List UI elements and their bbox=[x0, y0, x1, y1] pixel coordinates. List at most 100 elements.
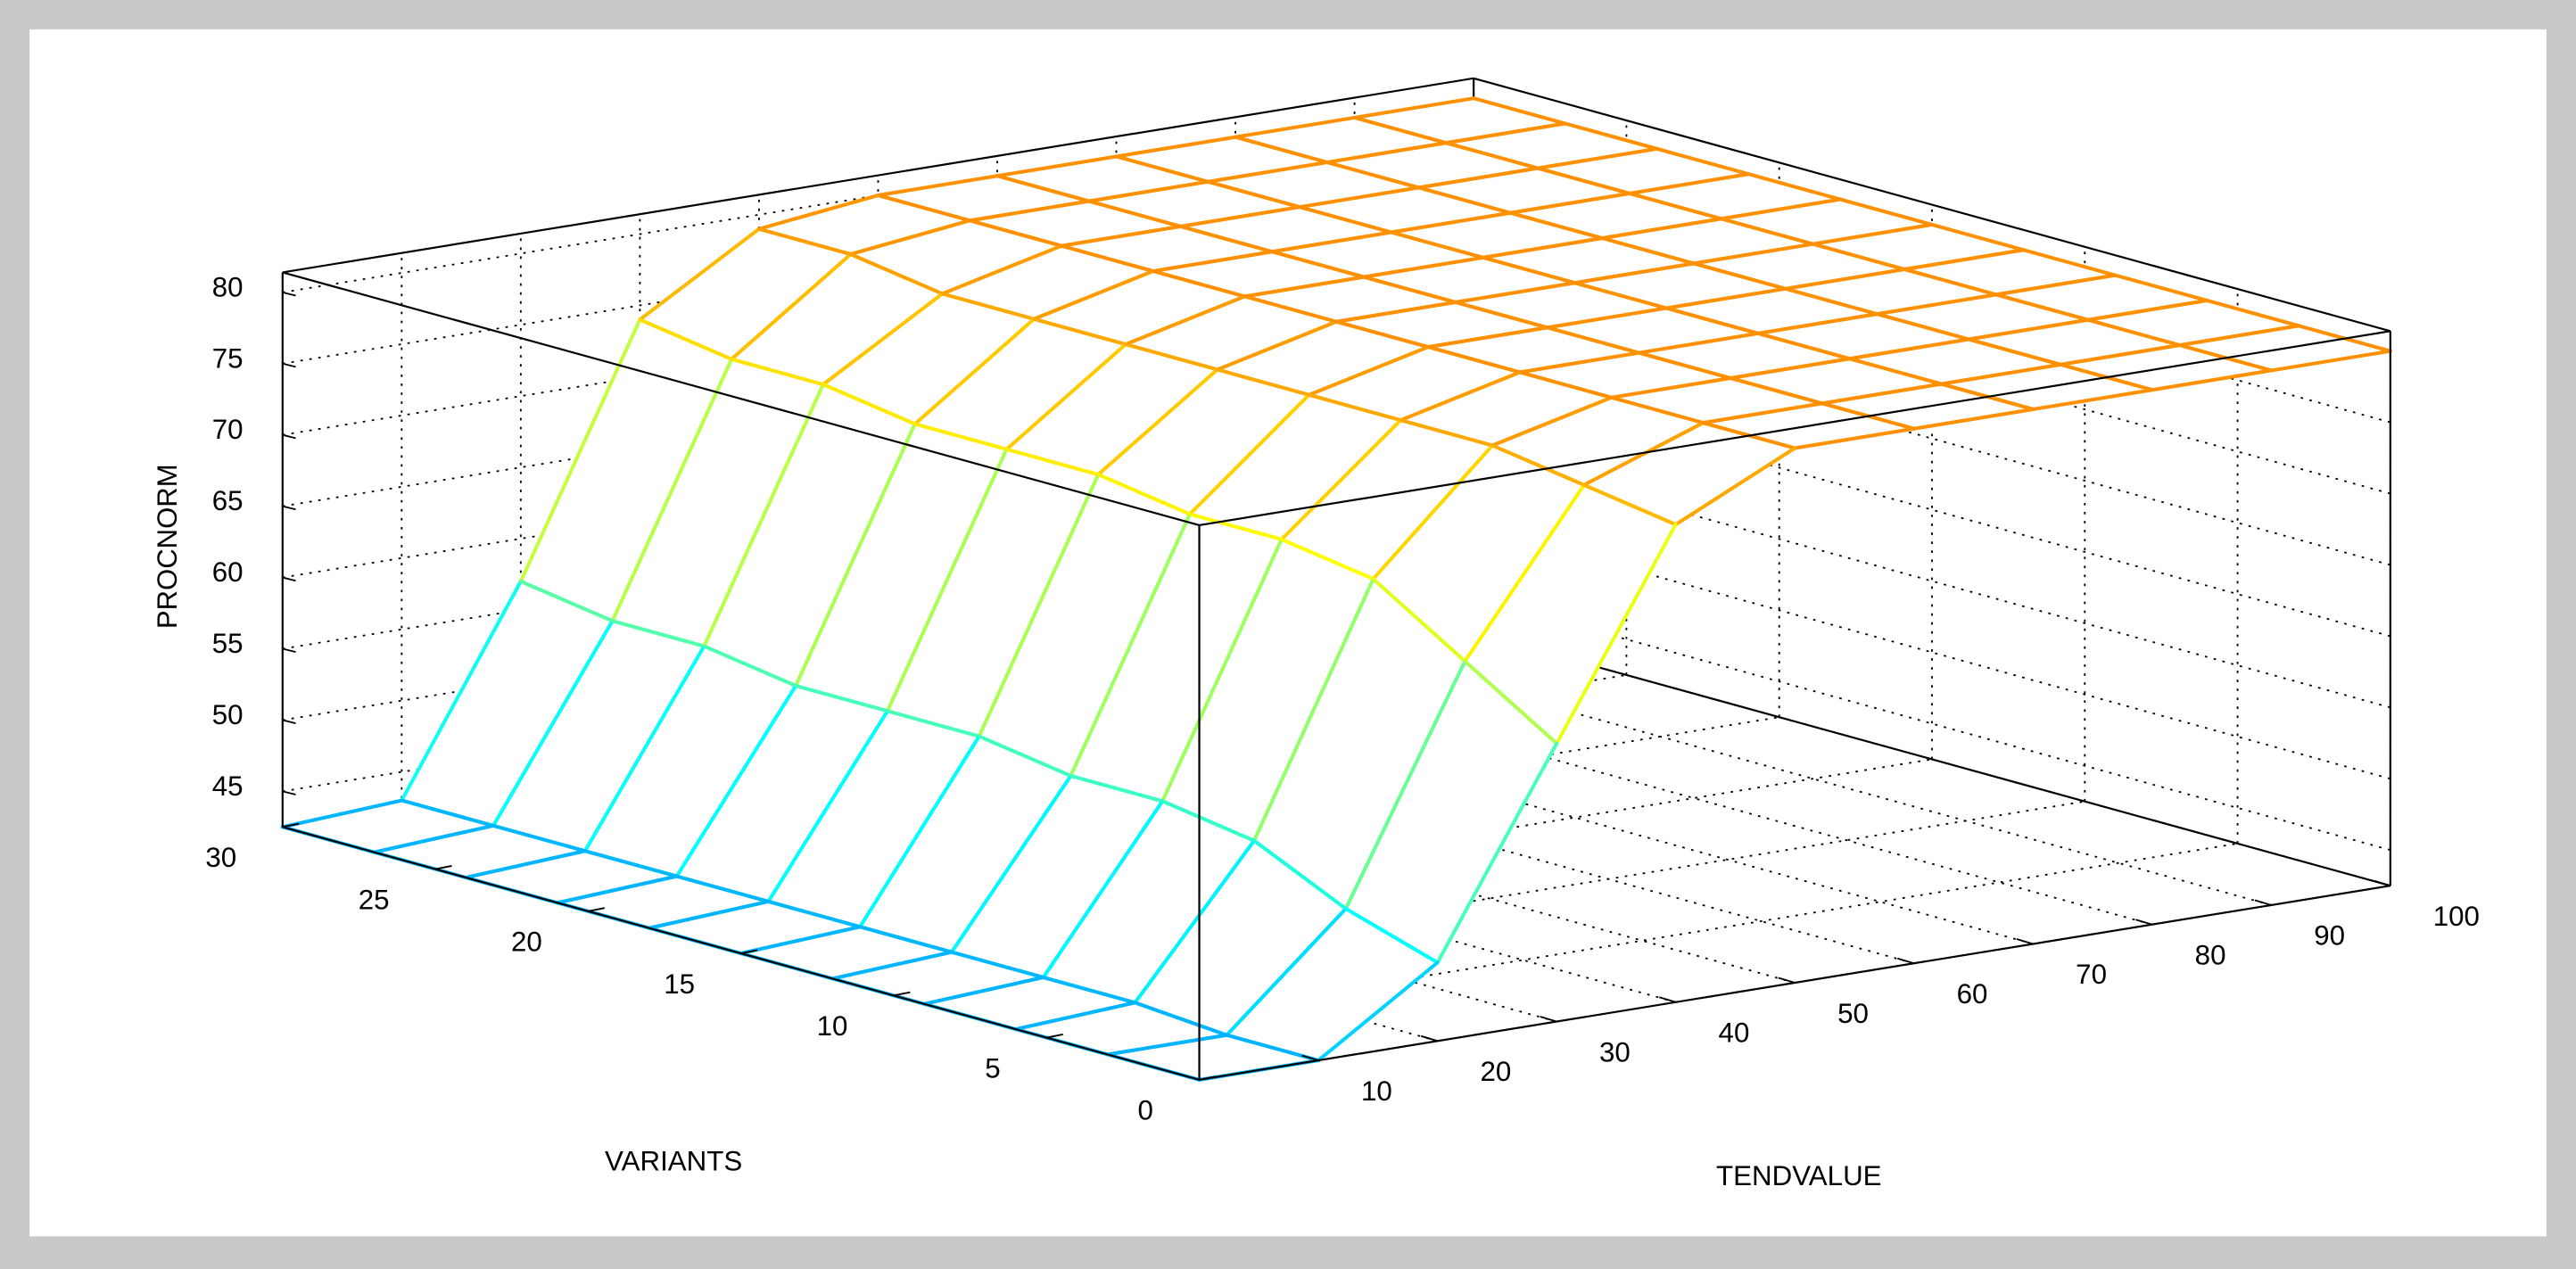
mesh-edge bbox=[1719, 217, 1815, 246]
mesh-edge bbox=[995, 154, 1119, 178]
mesh-edge bbox=[610, 619, 706, 648]
z-tick-label: 50 bbox=[212, 699, 244, 730]
mesh-face bbox=[1034, 271, 1245, 345]
mesh-edge bbox=[1399, 370, 1522, 423]
z-tick-label: 80 bbox=[212, 271, 244, 302]
mesh-edge bbox=[1160, 537, 1284, 803]
mesh-edge bbox=[2205, 298, 2301, 328]
mesh-edge bbox=[1133, 1001, 1229, 1037]
mesh-face bbox=[1070, 514, 1282, 802]
z-axis-label: PROCNORM bbox=[152, 464, 183, 629]
mesh-edge bbox=[400, 579, 523, 803]
mesh-face bbox=[584, 646, 797, 877]
mesh-edge bbox=[1444, 141, 1540, 170]
mesh-edge bbox=[1234, 135, 1329, 165]
grid-line bbox=[282, 169, 1474, 365]
mesh-edge bbox=[1755, 312, 1879, 335]
mesh-edge bbox=[1875, 293, 1999, 317]
mesh-edge bbox=[1627, 191, 1723, 221]
mesh-edge bbox=[1691, 261, 1788, 291]
box-edge bbox=[1473, 631, 2391, 887]
mesh-edge bbox=[1426, 325, 1549, 350]
y-tick bbox=[1540, 1016, 1557, 1023]
mesh-edge bbox=[1435, 741, 1559, 965]
mesh-edge bbox=[674, 684, 798, 878]
mesh-edge bbox=[2031, 388, 2154, 411]
mesh-edge bbox=[1270, 230, 1393, 254]
mesh-edge bbox=[1298, 205, 1393, 235]
x-tick-label: 0 bbox=[1138, 1095, 1153, 1126]
mesh-edge bbox=[848, 218, 972, 257]
mesh-edge bbox=[1243, 275, 1366, 299]
mesh-edge bbox=[1343, 659, 1467, 911]
mesh-edge bbox=[1555, 523, 1678, 746]
mesh-edge bbox=[1416, 185, 1513, 215]
mesh-edge bbox=[1362, 255, 1485, 279]
mesh-edge bbox=[1325, 161, 1421, 190]
mesh-face bbox=[924, 977, 1135, 1030]
x-tick-label: 25 bbox=[359, 884, 390, 915]
mesh-face bbox=[374, 825, 585, 878]
mesh-edge bbox=[2021, 248, 2118, 277]
mesh-face bbox=[1254, 579, 1466, 910]
mesh-face bbox=[942, 245, 1153, 319]
x-tick bbox=[434, 865, 452, 870]
mesh-edge bbox=[1151, 250, 1275, 274]
x-tick-label: 5 bbox=[985, 1052, 1000, 1084]
mesh-edge bbox=[1911, 407, 2035, 431]
mesh-face bbox=[1465, 484, 1676, 744]
box-edge bbox=[1199, 330, 2391, 527]
mesh-edge bbox=[647, 899, 771, 930]
mesh-edge bbox=[1225, 907, 1348, 1037]
mesh-edge bbox=[1059, 243, 1155, 274]
mesh-edge bbox=[1086, 199, 1183, 228]
mesh-face bbox=[1015, 1002, 1227, 1055]
mesh-edge bbox=[1352, 115, 1449, 145]
y-tick-label: 20 bbox=[1480, 1056, 1511, 1087]
mesh-edge bbox=[1903, 248, 2026, 272]
mesh-face bbox=[282, 800, 494, 853]
mesh-face bbox=[822, 293, 1035, 424]
mesh-edge bbox=[1151, 269, 1247, 299]
mesh-edge bbox=[1627, 172, 1751, 196]
mesh-edge bbox=[1004, 342, 1128, 451]
mesh-edge bbox=[794, 422, 917, 688]
x-axis-label: VARIANTS bbox=[605, 1145, 742, 1176]
mesh-edge bbox=[730, 357, 825, 387]
mesh-edge bbox=[968, 218, 1064, 248]
mesh-face bbox=[1135, 840, 1346, 1035]
x-tick bbox=[1199, 1075, 1217, 1081]
mesh-edge bbox=[766, 899, 863, 929]
mesh-edge bbox=[1334, 300, 1457, 324]
mesh-edge bbox=[1279, 418, 1403, 541]
mesh-edge bbox=[1178, 224, 1275, 254]
mesh-edge bbox=[1252, 577, 1375, 843]
mesh-edge bbox=[1545, 306, 1669, 330]
z-tick bbox=[282, 576, 296, 582]
mesh-edge bbox=[1334, 319, 1431, 350]
y-tick-label: 80 bbox=[2195, 940, 2226, 971]
mesh-edge bbox=[1114, 154, 1210, 184]
mesh-edge bbox=[280, 798, 404, 829]
y-tick-label: 100 bbox=[2433, 901, 2480, 932]
y-tick-label: 10 bbox=[1361, 1075, 1392, 1107]
mesh-edge bbox=[1545, 325, 1641, 355]
mesh-edge bbox=[1352, 96, 1476, 119]
mesh-edge bbox=[977, 734, 1073, 779]
y-tick bbox=[2254, 899, 2272, 906]
mesh-edge bbox=[556, 874, 679, 905]
mesh-face bbox=[731, 254, 943, 385]
mesh-edge bbox=[464, 849, 587, 880]
mesh-edge bbox=[1811, 242, 1907, 272]
mesh-face bbox=[1162, 539, 1374, 841]
mesh-edge bbox=[1637, 350, 1733, 381]
mesh-edge bbox=[1481, 236, 1605, 260]
mesh-edge bbox=[1041, 976, 1137, 1005]
mesh-face bbox=[1583, 423, 1796, 525]
mesh-edge bbox=[1307, 345, 1431, 397]
mesh-edge bbox=[491, 619, 615, 828]
mesh-edge bbox=[1124, 342, 1219, 372]
mesh-face bbox=[978, 474, 1191, 777]
mesh-face bbox=[1373, 445, 1584, 662]
